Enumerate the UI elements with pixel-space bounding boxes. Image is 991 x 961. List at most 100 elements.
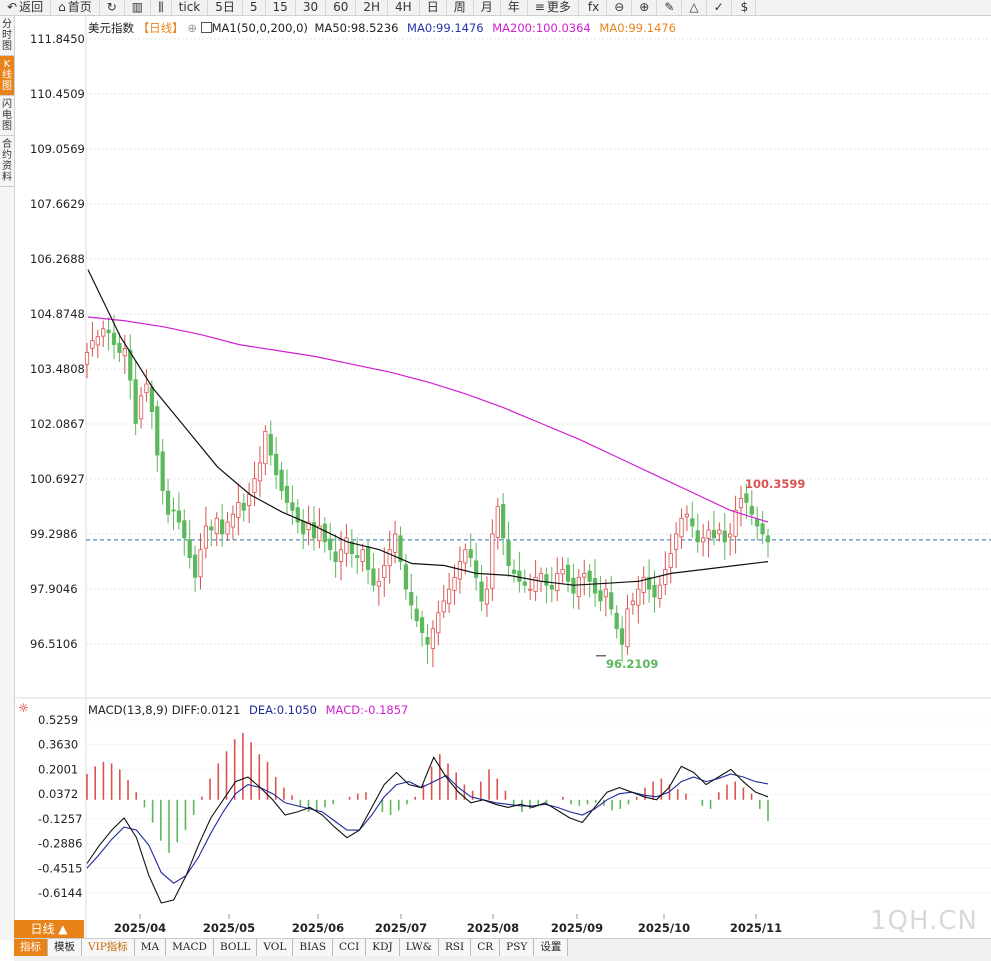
toolbar-item-周[interactable]: 周 <box>447 0 474 15</box>
indicator-tab-设置[interactable]: 设置 <box>534 939 569 956</box>
candle-body <box>430 628 436 649</box>
indicator-tab-macd[interactable]: MACD <box>166 939 214 956</box>
candle-body <box>236 501 241 518</box>
indicator-tab-vip指标[interactable]: VIP指标 <box>82 939 135 956</box>
candle-body <box>598 590 603 602</box>
candle-body <box>441 600 446 613</box>
toolbar-item-5[interactable]: 5 <box>243 0 266 15</box>
candle-body <box>652 584 657 598</box>
indicator-tab-ma[interactable]: MA <box>134 939 167 956</box>
indicator-tab-指标[interactable]: 指标 <box>14 939 48 956</box>
candle-body <box>95 336 100 346</box>
y-tick-label: 111.8450 <box>30 32 85 46</box>
toolbar-item-日[interactable]: 日 <box>420 0 447 15</box>
low-annotation: 96.2109 <box>606 657 658 671</box>
toolbar-item-$[interactable]: $ <box>732 0 757 15</box>
toolbar-item-check[interactable]: ✓ <box>707 0 732 15</box>
toolbar-item-首页[interactable]: ⌂ 首页 <box>51 0 100 15</box>
macd-sun-icon[interactable]: ☼ <box>18 701 29 715</box>
indicator-tab-模板[interactable]: 模板 <box>48 939 82 956</box>
toolbar-item-refresh[interactable]: ↻ <box>100 0 125 15</box>
candle-body <box>490 533 495 589</box>
toolbar-item-pen[interactable]: ✎ <box>657 0 683 15</box>
toolbar-label: 月 <box>480 0 493 14</box>
toolbar-item-bar-chart[interactable]: ▥ <box>125 0 152 15</box>
macd-y-tick-label: 0.0372 <box>38 787 78 801</box>
macd-name: MACD(13,8,9) <box>88 703 169 717</box>
candle-body <box>284 486 290 503</box>
toolbar-item-2h[interactable]: 2H <box>356 0 389 15</box>
candle-body <box>576 576 581 598</box>
indicator-tab-bias[interactable]: BIAS <box>293 939 334 956</box>
candle-body <box>419 617 425 633</box>
y-tick-label: 96.5106 <box>30 637 78 651</box>
candle-body <box>517 570 522 582</box>
candle-body <box>106 329 111 334</box>
toolbar-item-年[interactable]: 年 <box>501 0 528 15</box>
indicator-tab-rsi[interactable]: RSI <box>438 939 472 956</box>
candle-body <box>614 612 619 630</box>
candle-body <box>436 612 441 634</box>
toolbar-label: 年 <box>507 0 520 14</box>
candle-body <box>398 535 403 562</box>
y-tick-label: 103.4808 <box>30 362 85 376</box>
candle-body <box>198 549 203 578</box>
indicator-tab-lw&[interactable]: LW& <box>399 939 439 956</box>
sidebar-tab-0[interactable]: 分时图 <box>0 16 14 56</box>
candle-body <box>382 565 387 579</box>
high-annotation: 100.3599 <box>745 477 805 491</box>
toolbar-item-4h[interactable]: 4H <box>388 0 420 15</box>
macd-y-tick-label: -0.1257 <box>38 812 82 826</box>
indicator-tab-psy[interactable]: PSY <box>500 939 535 956</box>
toolbar-item-fx[interactable]: fx <box>579 0 608 15</box>
candle-body <box>333 551 338 562</box>
candle-body <box>257 462 263 482</box>
toolbar-item-返回[interactable]: ↶ 返回 <box>0 0 52 15</box>
candle-body <box>474 560 479 578</box>
sidebar-tab-3[interactable]: 合约资料 <box>0 136 14 187</box>
toolbar-item-60[interactable]: 60 <box>326 0 357 15</box>
sidebar-tab-2[interactable]: 闪电图 <box>0 96 14 136</box>
toolbar-item-15[interactable]: 15 <box>266 0 296 15</box>
toolbar-item-candlestick[interactable]: ⫼ <box>151 0 172 15</box>
indicator-tab-cci[interactable]: CCI <box>333 939 367 956</box>
candle-body <box>711 529 717 539</box>
macd-diff: DIFF:0.0121 <box>171 703 241 717</box>
y-tick-label: 104.8748 <box>30 307 85 321</box>
candle-body <box>690 518 695 527</box>
candle-body <box>765 535 771 543</box>
period-button[interactable]: 日线 ▲ <box>14 920 84 938</box>
settings-icon[interactable]: ⊕ <box>187 21 197 35</box>
candle-body <box>625 608 630 648</box>
candle-body <box>192 554 198 578</box>
toolbar-item-更多[interactable]: ≡ 更多 <box>528 0 579 15</box>
candle-body <box>117 342 122 353</box>
candle-body <box>225 521 230 535</box>
x-tick-label: 2025/11 <box>730 921 782 935</box>
indicator-tab-cr[interactable]: CR <box>471 939 501 956</box>
candle-body <box>252 478 257 493</box>
candle-body <box>528 588 533 591</box>
candle-body <box>592 578 598 594</box>
candle-body <box>101 328 106 337</box>
toolbar-item-zoom-out[interactable]: ⊖ <box>607 0 633 15</box>
indicator-tab-vol[interactable]: VOL <box>257 939 294 956</box>
toolbar-item-30[interactable]: 30 <box>296 0 327 15</box>
candle-body <box>349 541 354 555</box>
toolbar-item-5日[interactable]: 5日 <box>208 0 243 15</box>
candle-body <box>582 573 587 578</box>
indicator-tab-kdj[interactable]: KDJ <box>366 939 400 956</box>
toolbar-item-月[interactable]: 月 <box>474 0 501 15</box>
toolbar-item-zoom-in[interactable]: ⊕ <box>632 0 658 15</box>
toolbar-item-tick[interactable]: tick <box>172 0 209 15</box>
candle-body <box>160 451 165 491</box>
macd-macd: MACD:-0.1857 <box>325 703 409 717</box>
toolbar-item-triangle[interactable]: △ <box>682 0 707 15</box>
candle-body <box>371 568 376 586</box>
indicator-tab-boll[interactable]: BOLL <box>213 939 258 956</box>
kline-chart[interactable]: 111.8450 110.4509 109.0569 107.6629 106.2688… <box>0 16 991 938</box>
check-icon: ✓ <box>713 0 724 14</box>
candle-body <box>344 537 349 554</box>
y-tick-label: 106.2688 <box>30 252 85 266</box>
